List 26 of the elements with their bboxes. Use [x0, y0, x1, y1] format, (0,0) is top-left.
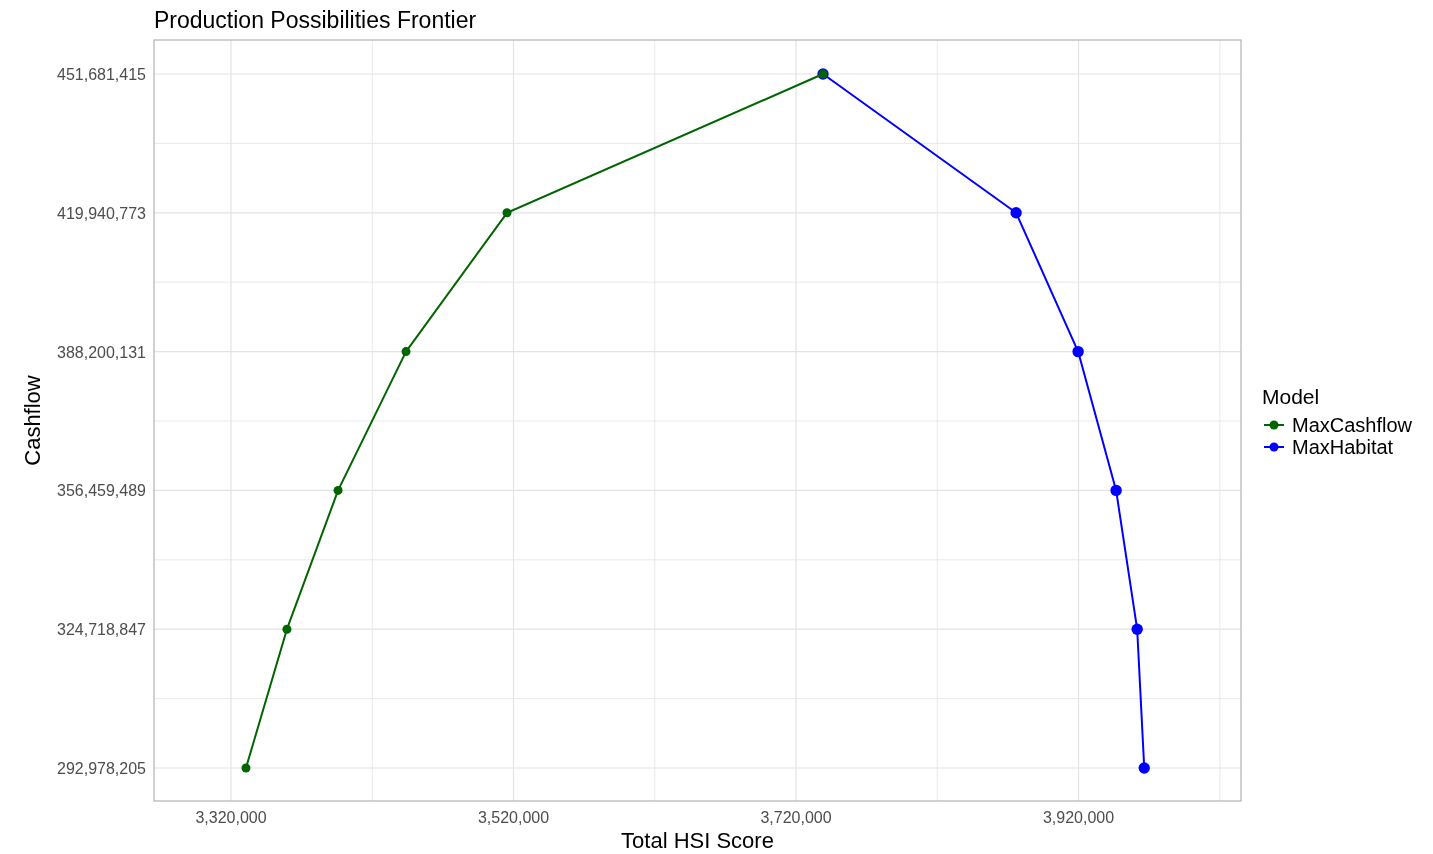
point [1010, 207, 1022, 219]
point [241, 763, 251, 773]
point [1131, 623, 1143, 635]
y-axis-title: Cashflow [20, 375, 45, 466]
point [282, 624, 292, 634]
legend-label: MaxHabitat [1292, 436, 1394, 458]
x-tick-label: 3,320,000 [195, 809, 267, 826]
point [401, 347, 411, 357]
y-tick-label: 324,718,847 [57, 621, 147, 639]
x-tick-label: 3,920,000 [1042, 809, 1115, 826]
point [333, 485, 343, 495]
legend-label: MaxCashflow [1292, 414, 1413, 436]
x-axis-title: Total HSI Score [621, 828, 774, 853]
x-tick-label: 3,520,000 [477, 809, 550, 826]
point [502, 208, 512, 218]
y-tick-label: 388,200,131 [57, 343, 147, 361]
point [1138, 762, 1150, 774]
y-tick-label: 419,940,773 [57, 204, 147, 222]
y-tick-label: 292,978,205 [57, 760, 147, 777]
point [1110, 484, 1122, 497]
chart-title: Production Possibilities Frontier [154, 7, 477, 33]
legend-title: Model [1262, 385, 1320, 408]
point [1072, 345, 1084, 358]
y-tick-label: 356,459,489 [57, 482, 147, 500]
y-tick-label: 451,681,415 [57, 66, 147, 83]
x-tick-label: 3,720,000 [760, 809, 832, 826]
